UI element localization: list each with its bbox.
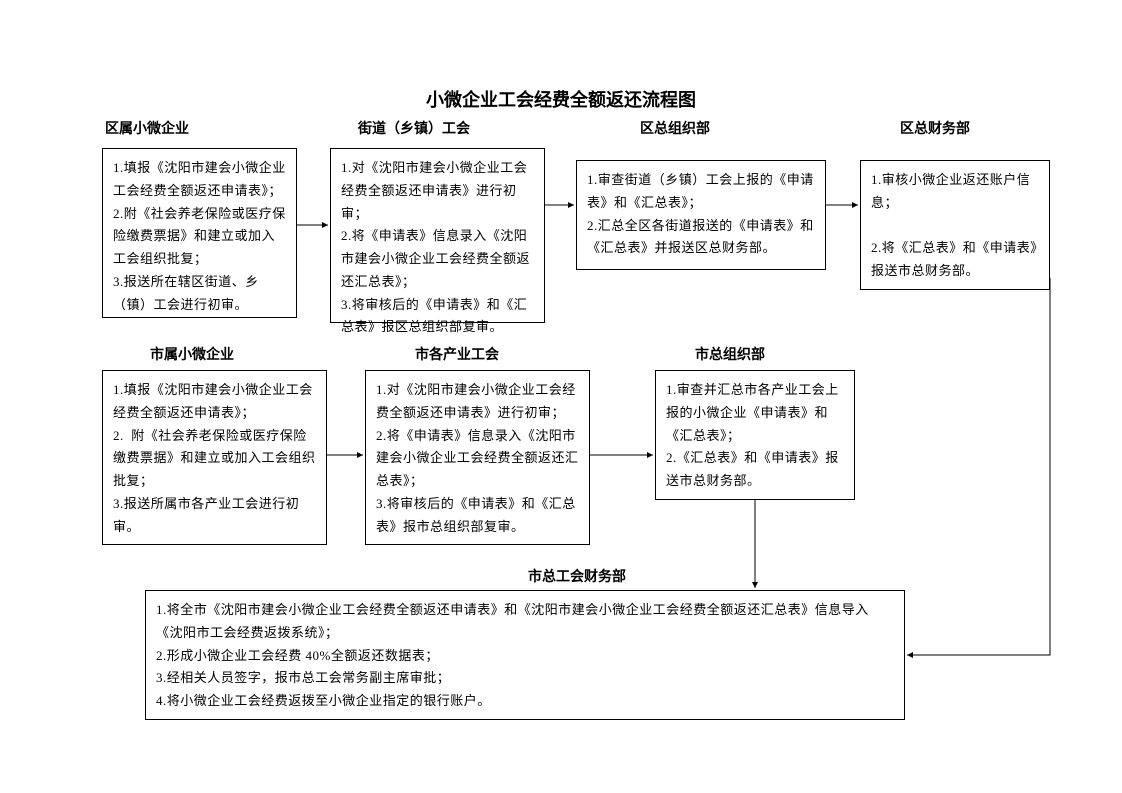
node-n4: 1.审核小微企业返还账户信息； 2.将《汇总表》和《申请表》报送市总财务部。	[860, 160, 1050, 290]
node-n7: 1.审查并汇总市各产业工会上报的小微企业《申请表》和《汇总表》； 2.《汇总表》…	[655, 370, 855, 500]
label-row2-c1: 市属小微企业	[150, 344, 234, 364]
label-row1-c4: 区总财务部	[900, 118, 970, 138]
label-row1-c1: 区属小微企业	[105, 118, 189, 138]
label-row2-c2: 市各产业工会	[415, 344, 499, 364]
node-n8: 1.将全市《沈阳市建会小微企业工会经费全额返还申请表》和《沈阳市建会小微企业工会…	[145, 590, 905, 720]
label-row1-c3: 区总组织部	[640, 118, 710, 138]
node-n1: 1.填报《沈阳市建会小微企业工会经费全额返还申请表》； 2.附《社会养老保险或医…	[102, 148, 297, 318]
label-row3-c1: 市总工会财务部	[528, 566, 626, 586]
label-row2-c3: 市总组织部	[695, 344, 765, 364]
node-n2: 1.对《沈阳市建会小微企业工会经费全额返还申请表》进行初审； 2.将《申请表》信…	[330, 148, 545, 323]
label-row1-c2: 街道（乡镇）工会	[358, 118, 470, 138]
chart-title: 小微企业工会经费全额返还流程图	[0, 86, 1122, 112]
node-n5: 1.填报《沈阳市建会小微企业工会经费全额返还申请表》； 2. 附《社会养老保险或…	[102, 370, 327, 545]
node-n3: 1.审查街道（乡镇）工会上报的《申请表》和《汇总表》； 2.汇总全区各街道报送的…	[576, 160, 826, 270]
flowchart-canvas: 小微企业工会经费全额返还流程图 区属小微企业 街道（乡镇）工会 区总组织部 区总…	[0, 0, 1122, 793]
node-n6: 1.对《沈阳市建会小微企业工会经费全额返还申请表》进行初审； 2.将《申请表》信…	[365, 370, 590, 545]
